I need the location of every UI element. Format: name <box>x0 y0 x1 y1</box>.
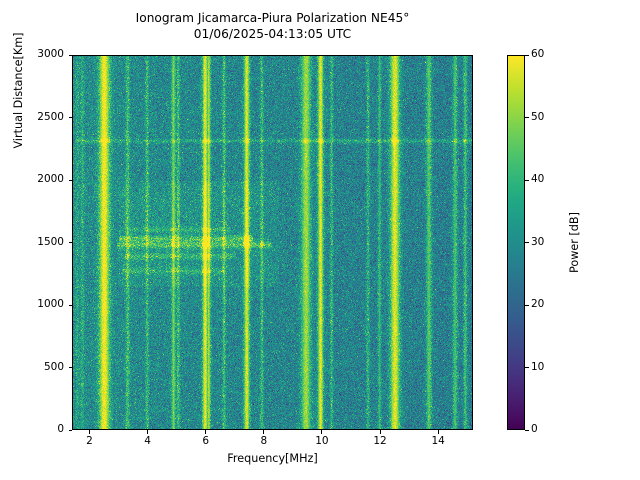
y-tick-label: 3000 <box>37 48 64 60</box>
colorbar-label: Power [dB] <box>568 212 581 273</box>
colorbar-gradient-canvas <box>508 56 524 429</box>
colorbar-tick-label: 20 <box>531 298 545 310</box>
x-tick-mark <box>437 430 439 434</box>
y-tick-label: 500 <box>43 360 64 373</box>
x-tick-label: 12 <box>373 435 387 447</box>
ionogram-plot-area <box>72 55 473 430</box>
x-tick-label: 4 <box>144 435 151 447</box>
colorbar-tick-mark <box>525 179 529 181</box>
colorbar-tick-label: 30 <box>531 235 545 248</box>
y-tick-mark <box>68 179 72 181</box>
x-tick-label: 8 <box>260 435 268 447</box>
colorbar-tick-mark <box>525 367 529 368</box>
y-tick-label: 0 <box>57 423 64 435</box>
colorbar-tick-mark <box>525 304 529 306</box>
colorbar-tick-mark <box>525 242 529 243</box>
x-tick-mark <box>88 430 90 434</box>
x-tick-label: 2 <box>86 435 93 447</box>
y-axis-label: Virtual Distance[Km] <box>12 32 25 149</box>
x-tick-label: 6 <box>202 435 209 447</box>
x-tick-mark <box>321 430 323 434</box>
colorbar-tick-label: 40 <box>531 173 545 185</box>
x-tick-mark <box>379 430 381 434</box>
y-tick-mark <box>68 429 72 431</box>
y-tick-mark <box>68 117 72 118</box>
y-tick-mark <box>68 304 72 306</box>
x-tick-label: 10 <box>315 435 329 447</box>
x-tick-mark <box>205 430 207 434</box>
y-tick-mark <box>68 54 72 56</box>
colorbar <box>507 55 525 430</box>
colorbar-tick-label: 60 <box>531 48 545 60</box>
colorbar-tick-mark <box>525 429 529 431</box>
y-tick-mark <box>68 367 72 368</box>
y-tick-mark <box>68 242 72 243</box>
y-tick-label: 1000 <box>37 298 64 310</box>
page-title: Ionogram Jicamarca-Piura Polarization NE… <box>135 11 410 41</box>
y-tick-label: 2500 <box>37 110 64 123</box>
colorbar-tick-mark <box>525 54 529 56</box>
x-tick-label: 14 <box>431 435 445 447</box>
y-tick-label: 1500 <box>37 235 64 248</box>
colorbar-tick-mark <box>525 117 529 118</box>
colorbar-tick-label: 0 <box>531 423 538 435</box>
ionogram-heatmap-canvas <box>73 56 472 429</box>
x-axis-label: Frequency[MHz] <box>227 452 318 465</box>
x-tick-mark <box>147 430 149 434</box>
colorbar-tick-label: 10 <box>531 360 545 373</box>
colorbar-tick-label: 50 <box>531 110 545 123</box>
y-tick-label: 2000 <box>37 173 64 185</box>
x-tick-mark <box>263 430 265 434</box>
